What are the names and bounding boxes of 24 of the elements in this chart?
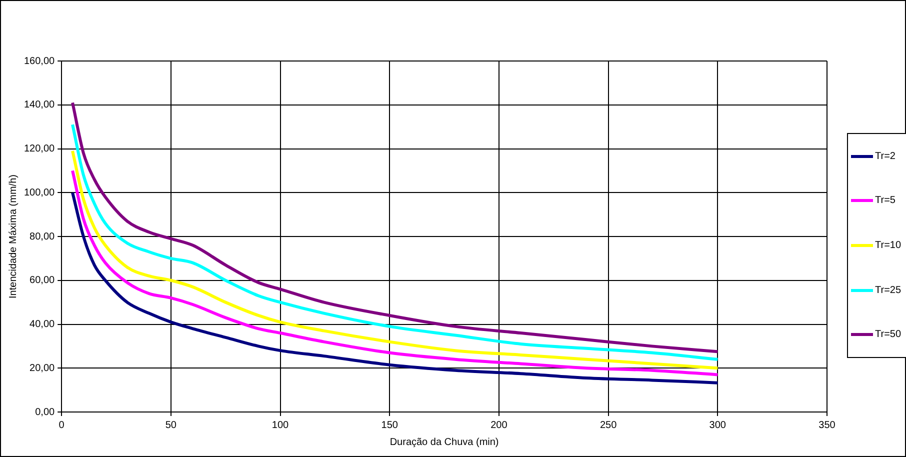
- x-axis-title: Duração da Chuva (min): [390, 436, 499, 448]
- y-tick-label: 120,00: [24, 144, 56, 154]
- x-tick-label: 200: [490, 420, 508, 431]
- x-tick-label: 350: [818, 420, 836, 431]
- y-tick-label: 0,00: [35, 406, 56, 418]
- x-tick-label: 300: [709, 420, 726, 431]
- legend-label: Tr=5: [874, 195, 896, 206]
- x-tick-label: 150: [381, 420, 398, 431]
- y-tick-label: 100,00: [24, 187, 56, 198]
- legend-label: Tr=50: [874, 329, 902, 340]
- y-tick-label: 80,00: [30, 231, 56, 242]
- y-tick-label: 40,00: [30, 319, 56, 330]
- y-tick-label: 140,00: [24, 100, 56, 111]
- x-tick-label: 0: [58, 420, 65, 431]
- y-tick-label: 160,00: [24, 56, 56, 67]
- legend-label: Tr=2: [874, 150, 896, 162]
- x-tick-label: 50: [165, 420, 177, 431]
- x-tick-label: 100: [272, 420, 290, 431]
- x-tick-label: 250: [600, 420, 618, 431]
- y-tick-label: 60,00: [30, 275, 56, 286]
- y-tick-label: 20,00: [30, 362, 56, 374]
- legend-label: Tr=10: [874, 240, 902, 251]
- y-axis-title: Intencidade Máxima (mm/h): [8, 174, 19, 298]
- legend-label: Tr=25: [874, 284, 902, 296]
